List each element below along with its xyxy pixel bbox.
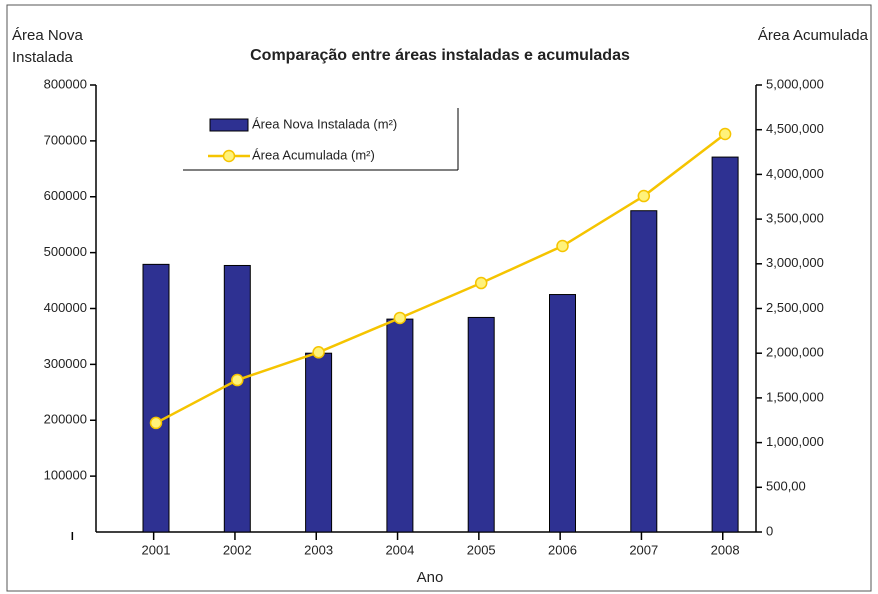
y-tick-label: 400000	[44, 300, 87, 315]
line-marker	[312, 346, 325, 359]
y-axis-title: Instalada	[12, 49, 74, 66]
y-tick-label: 800000	[44, 76, 87, 91]
x-axis-title: Ano	[417, 569, 444, 586]
bar	[305, 352, 333, 533]
y2-tick-label: 1,000,000	[766, 434, 824, 449]
y2-tick-label: 5,000,000	[766, 76, 824, 91]
line-marker	[231, 373, 244, 387]
line-marker	[474, 276, 488, 290]
line-marker	[393, 311, 407, 325]
y-tick-label: 300000	[44, 356, 87, 371]
x-tick-label: 2003	[304, 542, 333, 557]
bar	[386, 318, 414, 533]
bar	[142, 263, 170, 533]
line-marker	[637, 189, 651, 203]
bar	[630, 210, 658, 533]
x-tick-label: 2004	[385, 542, 414, 557]
y2-tick-label: 3,000,000	[766, 255, 824, 270]
frame	[6, 4, 872, 592]
x-tick-label: 2001	[142, 542, 171, 557]
y-tick-label: 700000	[44, 132, 87, 147]
line	[155, 132, 726, 425]
chart-title: Comparação entre áreas instaladas e acum…	[250, 47, 630, 64]
line-marker	[718, 127, 732, 141]
bar	[223, 264, 251, 533]
y-axis-title: Área Nova	[12, 27, 84, 44]
y2-tick-label: 500,00	[766, 479, 806, 494]
legend-label: Área Acumulada (m²)	[252, 147, 375, 162]
line-marker	[149, 416, 163, 430]
bar	[467, 316, 495, 533]
y2-axis-title: Área Acumulada	[758, 27, 869, 44]
y2-tick-label: 1,500,000	[766, 389, 824, 404]
y-tick-label: 600000	[44, 188, 87, 203]
bar	[549, 294, 576, 533]
x-tick-label: 2007	[629, 542, 658, 557]
bar	[711, 156, 739, 533]
y2-tick-label: 4,000,000	[766, 166, 824, 181]
y-tick-label: 200000	[44, 412, 87, 427]
y-tick-label: 500000	[44, 244, 87, 259]
y2-tick-label: 2,500,000	[766, 300, 824, 315]
legend-label: Área Nova Instalada (m²)	[252, 116, 397, 131]
x-tick-label: 2006	[548, 542, 577, 557]
x-tick-label: 2008	[711, 542, 740, 557]
y-tick-label: 100000	[44, 468, 87, 483]
y2-tick-label: 2,000,000	[766, 345, 824, 360]
x-tick-label: 2005	[467, 542, 496, 557]
y2-tick-label: 0	[766, 523, 773, 538]
legend-swatch	[222, 149, 236, 163]
y2-tick-label: 3,500,000	[766, 211, 824, 226]
legend-swatch	[209, 118, 249, 132]
line-marker	[556, 239, 569, 253]
y2-tick-label: 4,500,000	[766, 121, 824, 136]
x-tick-label: 2002	[223, 542, 252, 557]
